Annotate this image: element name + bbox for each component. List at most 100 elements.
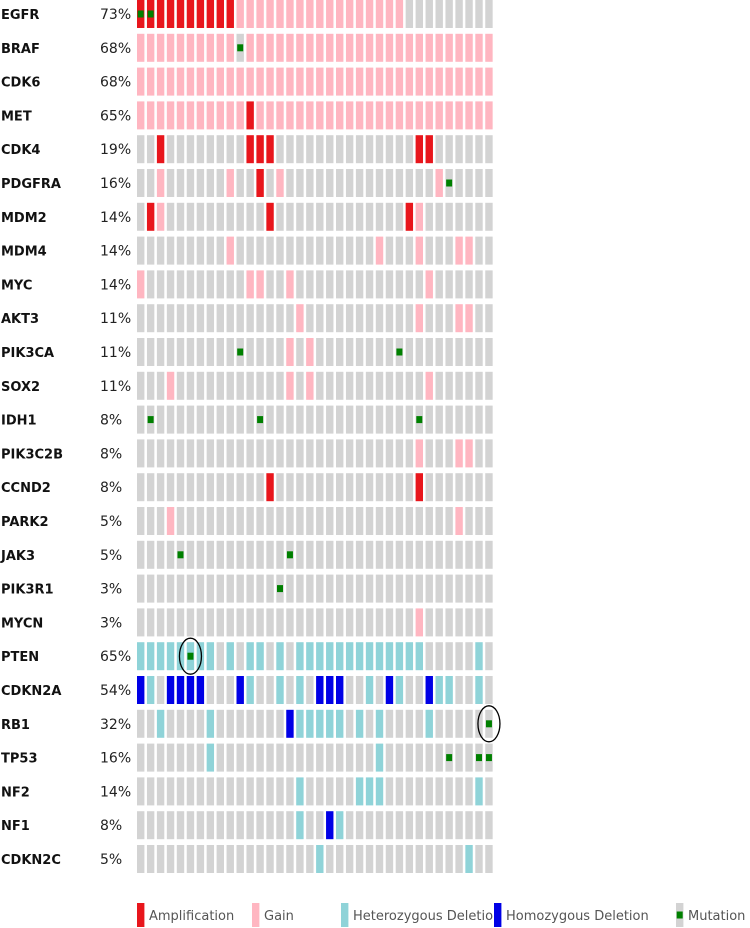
- sample-cell-none: [445, 0, 453, 28]
- legend-label: Heterozygous Deletion: [353, 909, 501, 924]
- alteration-percent: 65%: [100, 108, 131, 124]
- sample-cell-none: [246, 540, 254, 569]
- sample-cell-gain: [216, 101, 224, 130]
- sample-cell-none: [455, 608, 463, 637]
- sample-cell-amp: [266, 473, 274, 502]
- sample-cell-amp: [186, 0, 195, 28]
- sample-cell-amp: [256, 135, 264, 164]
- sample-cell-gain: [385, 67, 394, 96]
- sample-cell-gain: [226, 169, 234, 197]
- sample-cell-none: [137, 811, 145, 840]
- sample-cell-gain: [485, 67, 493, 96]
- legend-swatch: [252, 903, 260, 927]
- mutation-mark: [286, 551, 293, 559]
- sample-cell-none: [485, 169, 493, 197]
- sample-cell-gain: [355, 101, 364, 130]
- sample-cell-none: [146, 608, 155, 637]
- sample-cell-hetdel: [296, 811, 304, 840]
- sample-cell-none: [475, 202, 483, 231]
- sample-cell-none: [146, 473, 155, 502]
- sample-cell-none: [186, 540, 195, 569]
- sample-cell-none: [415, 0, 423, 28]
- gene-row-myc: MYC 14%: [1, 270, 493, 299]
- sample-cell-none: [415, 371, 423, 400]
- alteration-percent: 14%: [100, 210, 131, 226]
- sample-cell-none: [385, 574, 394, 603]
- sample-cell-none: [236, 169, 244, 197]
- sample-cell-gain: [336, 67, 344, 96]
- sample-cell-gain: [286, 67, 294, 96]
- sample-cell-none: [276, 540, 284, 569]
- sample-cell-none: [266, 169, 274, 197]
- sample-cell-none: [425, 743, 433, 772]
- sample-cell-gain: [345, 101, 354, 130]
- sample-cell-gain: [326, 67, 334, 96]
- sample-cell-none: [276, 270, 284, 299]
- sample-cell-none: [485, 371, 493, 400]
- sample-cell-none: [316, 540, 324, 569]
- sample-cell-none: [286, 811, 294, 840]
- legend: Amplification Gain Heterozygous Deletion Ho…: [137, 903, 745, 927]
- gene-label: CDK6: [1, 76, 40, 91]
- sample-cell-none: [385, 811, 394, 840]
- sample-cell-none: [345, 169, 354, 197]
- sample-cell-none: [266, 540, 274, 569]
- sample-cell-hetdel: [475, 642, 483, 671]
- sample-cell-none: [345, 473, 354, 502]
- sample-cell-gain: [186, 101, 195, 130]
- gene-row-tp53: TP53 16%: [1, 743, 493, 772]
- sample-cell-none: [385, 236, 394, 265]
- sample-cell-none: [246, 777, 254, 806]
- sample-cell-none: [316, 405, 324, 434]
- sample-cell-none: [405, 473, 414, 502]
- sample-cell-homdel: [385, 676, 394, 704]
- sample-cell-none: [375, 608, 384, 637]
- sample-cell-none: [196, 371, 205, 400]
- gene-row-park2: PARK2 5%: [1, 507, 493, 535]
- sample-cell-none: [375, 439, 384, 468]
- alteration-percent: 65%: [100, 649, 131, 665]
- sample-cell-gain: [296, 304, 304, 333]
- sample-cell-none: [395, 540, 404, 569]
- sample-cell-none: [345, 338, 354, 366]
- sample-cell-gain: [445, 101, 453, 130]
- sample-cell-none: [166, 777, 175, 806]
- sample-cell-none: [395, 608, 404, 637]
- sample-cell-gain: [166, 371, 175, 400]
- sample-cell-none: [306, 608, 314, 637]
- sample-cell-none: [365, 811, 374, 840]
- gene-row-sox2: SOX2 11%: [1, 371, 493, 400]
- sample-cell-none: [296, 507, 304, 535]
- sample-cell-none: [236, 777, 244, 806]
- sample-cell-none: [166, 338, 175, 366]
- sample-cell-none: [465, 473, 473, 502]
- sample-cell-none: [186, 405, 195, 434]
- sample-cell-none: [355, 169, 364, 197]
- sample-cell-gain: [226, 101, 234, 130]
- sample-cell-hetdel: [375, 709, 384, 738]
- sample-cell-gain: [236, 67, 244, 96]
- sample-cell-none: [385, 338, 394, 366]
- alteration-percent: 73%: [100, 7, 131, 23]
- sample-cell-none: [405, 608, 414, 637]
- sample-cell-none: [226, 540, 234, 569]
- gene-label: PTEN: [1, 650, 39, 665]
- sample-cell-none: [186, 777, 195, 806]
- sample-cell-none: [455, 777, 463, 806]
- sample-cell-none: [256, 777, 264, 806]
- sample-cell-none: [455, 0, 463, 28]
- sample-cell-hetdel: [206, 743, 215, 772]
- sample-cell-gain: [256, 33, 264, 62]
- sample-cell-none: [276, 845, 284, 873]
- sample-cell-none: [345, 845, 354, 873]
- sample-cell-none: [475, 0, 483, 28]
- sample-cell-none: [196, 811, 205, 840]
- sample-cell-none: [435, 709, 443, 738]
- sample-cell-none: [385, 709, 394, 738]
- sample-cell-none: [216, 371, 224, 400]
- sample-cell-none: [485, 676, 493, 704]
- sample-cell-none: [316, 507, 324, 535]
- sample-cell-none: [455, 371, 463, 400]
- sample-cell-gain: [286, 101, 294, 130]
- sample-cell-none: [186, 169, 195, 197]
